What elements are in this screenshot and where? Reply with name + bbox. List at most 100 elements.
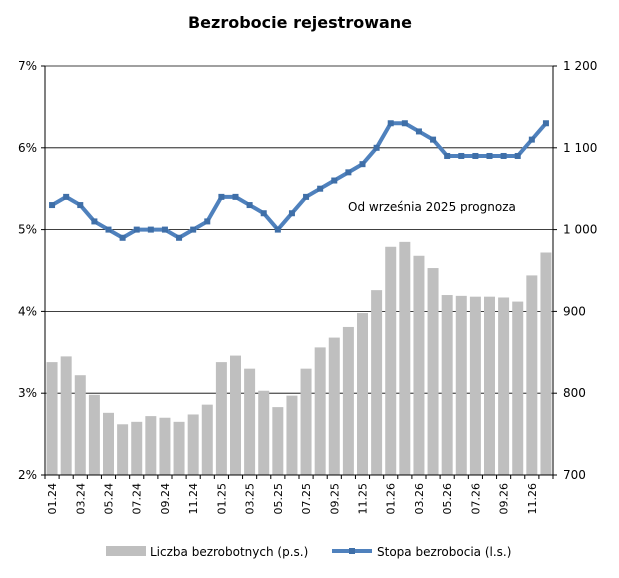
bar bbox=[229, 355, 242, 475]
left-tick-label: 5% bbox=[18, 223, 37, 237]
line-marker bbox=[486, 152, 493, 159]
left-axis-ticks: 2% 3% 4% 5% 6% 7% bbox=[18, 59, 37, 482]
left-tick-label: 2% bbox=[18, 468, 37, 482]
line-marker bbox=[345, 169, 352, 176]
x-axis-ticks: 01.24 03.24 05.24 07.24 09.24 11.24 01.25 03.25… bbox=[46, 483, 539, 515]
bar bbox=[328, 337, 340, 475]
x-tick-label: 03.25 bbox=[244, 483, 257, 515]
line-marker bbox=[161, 226, 168, 233]
x-tick-label: 01.26 bbox=[385, 483, 398, 515]
bar bbox=[469, 296, 481, 475]
line-marker bbox=[218, 193, 225, 200]
x-tick-label: 03.24 bbox=[74, 483, 87, 515]
line-marker bbox=[63, 193, 70, 200]
line-marker bbox=[105, 226, 112, 233]
line-marker bbox=[274, 226, 281, 233]
bar bbox=[244, 368, 256, 475]
bar bbox=[159, 417, 171, 475]
bar bbox=[258, 390, 270, 475]
line-marker bbox=[359, 161, 366, 168]
bar bbox=[441, 295, 453, 475]
line-marker bbox=[232, 193, 239, 200]
line-marker bbox=[204, 218, 211, 225]
x-tick-label: 07.24 bbox=[131, 483, 144, 515]
right-tick-label: 1 200 bbox=[563, 59, 597, 73]
line-marker bbox=[458, 152, 465, 159]
line-marker bbox=[119, 234, 126, 241]
right-tick-label: 800 bbox=[563, 386, 586, 400]
bar bbox=[215, 362, 227, 475]
bar bbox=[88, 394, 100, 475]
bar bbox=[356, 313, 369, 475]
x-tick-label: 11.25 bbox=[357, 483, 370, 515]
x-tick-label: 07.26 bbox=[469, 483, 482, 515]
line-marker bbox=[500, 152, 507, 159]
line-marker bbox=[49, 202, 56, 209]
bar bbox=[526, 275, 538, 475]
legend-line-marker bbox=[349, 548, 355, 554]
line-marker bbox=[77, 202, 84, 209]
bar bbox=[46, 362, 58, 475]
x-tick-label: 11.26 bbox=[526, 483, 539, 515]
line-marker bbox=[373, 144, 380, 151]
bar bbox=[145, 416, 157, 475]
line-marker bbox=[472, 152, 479, 159]
line-series bbox=[49, 120, 549, 241]
x-tick-label: 09.24 bbox=[159, 483, 172, 515]
right-tick-label: 1 000 bbox=[563, 223, 597, 237]
line-marker bbox=[303, 193, 310, 200]
chart-title: Bezrobocie rejestrowane bbox=[188, 13, 412, 32]
bar bbox=[117, 424, 129, 475]
bar bbox=[300, 368, 312, 475]
x-tick-label: 03.26 bbox=[413, 483, 426, 515]
line-marker bbox=[288, 210, 295, 217]
bar bbox=[512, 301, 524, 475]
legend-bar-swatch bbox=[106, 546, 146, 556]
x-tick-label: 09.25 bbox=[328, 483, 341, 515]
x-tick-label: 05.26 bbox=[441, 483, 454, 515]
bar bbox=[131, 421, 143, 475]
line-marker bbox=[430, 136, 437, 143]
bar bbox=[385, 246, 397, 475]
x-tick-label: 09.26 bbox=[498, 483, 511, 515]
bar bbox=[173, 421, 185, 475]
line-marker bbox=[190, 226, 197, 233]
x-tick-label: 05.24 bbox=[103, 483, 116, 515]
legend-bar-label: Liczba bezrobotnych (p.s.) bbox=[150, 545, 308, 559]
right-tick-label: 900 bbox=[563, 304, 586, 318]
x-tick-label: 05.25 bbox=[272, 483, 285, 515]
bar bbox=[427, 268, 439, 475]
bar bbox=[498, 297, 510, 475]
left-tick-label: 6% bbox=[18, 141, 37, 155]
forecast-annotation: Od września 2025 prognoza bbox=[348, 200, 516, 214]
line-marker bbox=[147, 226, 154, 233]
bar bbox=[187, 414, 199, 475]
x-tick-label: 07.25 bbox=[300, 483, 313, 515]
left-tick-label: 3% bbox=[18, 386, 37, 400]
line-marker bbox=[176, 234, 183, 241]
bar bbox=[102, 412, 115, 475]
line-marker bbox=[401, 120, 408, 127]
x-tick-label: 01.24 bbox=[46, 483, 59, 515]
line-marker bbox=[542, 120, 549, 127]
line-marker bbox=[387, 120, 394, 127]
line-marker bbox=[528, 136, 535, 143]
axes bbox=[41, 65, 557, 479]
left-tick-label: 7% bbox=[18, 59, 37, 73]
bar bbox=[272, 407, 284, 475]
line-marker bbox=[331, 177, 338, 184]
right-tick-label: 700 bbox=[563, 468, 586, 482]
bar bbox=[455, 295, 467, 475]
legend: Liczba bezrobotnych (p.s.) Stopa bezroboc… bbox=[106, 545, 511, 559]
line-marker bbox=[317, 185, 324, 192]
line-marker bbox=[444, 152, 451, 159]
line-marker bbox=[514, 152, 521, 159]
bar bbox=[413, 255, 425, 475]
x-tick-label: 11.24 bbox=[187, 483, 200, 515]
line-marker bbox=[415, 128, 422, 135]
bar bbox=[314, 347, 326, 475]
line-marker bbox=[133, 226, 140, 233]
line-path bbox=[51, 121, 548, 240]
bar bbox=[74, 375, 86, 475]
